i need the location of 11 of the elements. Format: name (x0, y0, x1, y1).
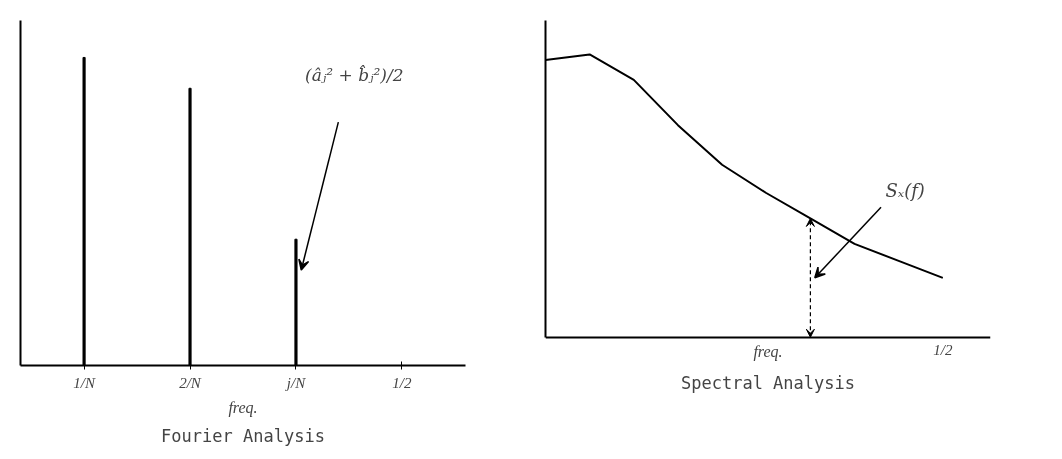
x-tick-label: j/N (284, 374, 307, 391)
x-tick-label: 2/N (179, 374, 202, 391)
annotation: Sₓ(f) (885, 180, 925, 202)
x-tick-label: 1/2 (392, 374, 413, 391)
x-tick-label: 1/N (73, 374, 96, 391)
text: Fourier Analysis (161, 425, 325, 446)
annotation: (âⱼ² + b̂ⱼ²)/2 (305, 64, 404, 86)
x-axis-title: freq. (753, 342, 783, 361)
text: Spectral Analysis (681, 372, 855, 393)
text: 1/2 (933, 341, 953, 358)
x-axis-title: freq. (228, 398, 258, 417)
